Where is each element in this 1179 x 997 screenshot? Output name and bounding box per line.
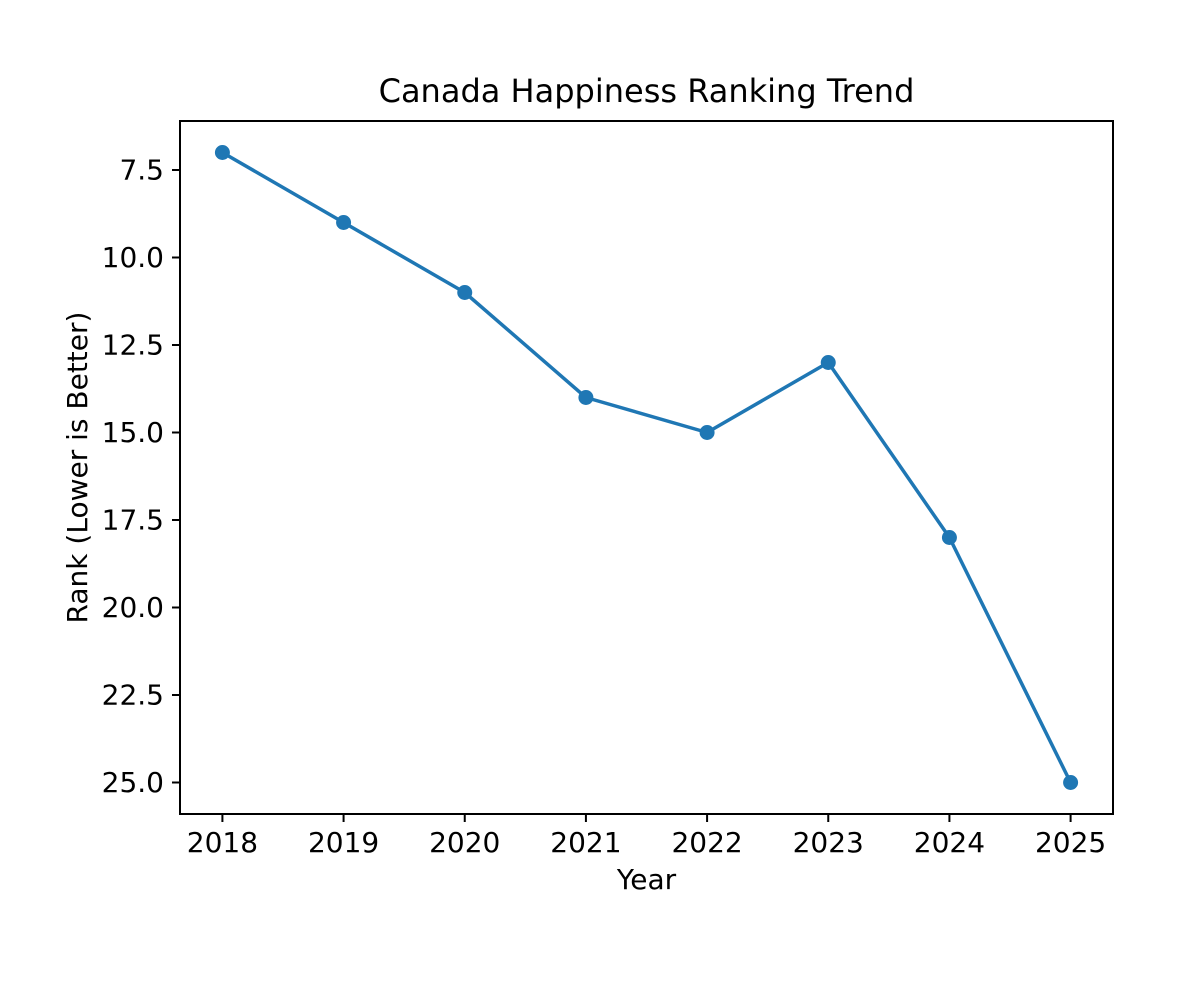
x-tick-label: 2021 xyxy=(550,826,621,859)
data-point xyxy=(214,145,230,160)
plot-area: 7.5 10.0 12.5 15.0 17.5 20.0 22.5 25.0 2018 2019 2… xyxy=(102,120,1114,859)
y-tick-label: 10.0 xyxy=(102,241,164,274)
chart-title: Canada Happiness Ranking Trend xyxy=(379,72,915,110)
x-axis-label: Year xyxy=(616,863,677,896)
data-point xyxy=(336,215,352,230)
y-tick-label: 12.5 xyxy=(102,329,164,362)
data-line xyxy=(220,150,1073,785)
y-axis-label: Rank (Lower is Better) xyxy=(61,312,94,624)
data-point xyxy=(578,390,594,405)
y-tick-label: 17.5 xyxy=(102,504,164,537)
y-tick-label: 15.0 xyxy=(102,416,164,449)
data-point xyxy=(699,425,715,440)
x-tick-label: 2024 xyxy=(914,826,985,859)
data-point xyxy=(457,285,473,300)
x-tick-label: 2020 xyxy=(429,826,500,859)
data-point xyxy=(820,355,836,370)
y-tick-label: 7.5 xyxy=(119,154,164,187)
x-tick-label: 2022 xyxy=(671,826,742,859)
axes-frame xyxy=(179,120,1114,815)
x-tick-label: 2019 xyxy=(308,826,379,859)
y-tick-label: 22.5 xyxy=(102,679,164,712)
x-tick-label: 2023 xyxy=(793,826,864,859)
y-tick-label: 25.0 xyxy=(102,766,164,799)
x-tick-label: 2025 xyxy=(1035,826,1106,859)
y-tick-label: 20.0 xyxy=(102,591,164,624)
data-point xyxy=(1063,775,1079,790)
x-tick-label: 2018 xyxy=(187,826,258,859)
data-point xyxy=(941,530,957,545)
